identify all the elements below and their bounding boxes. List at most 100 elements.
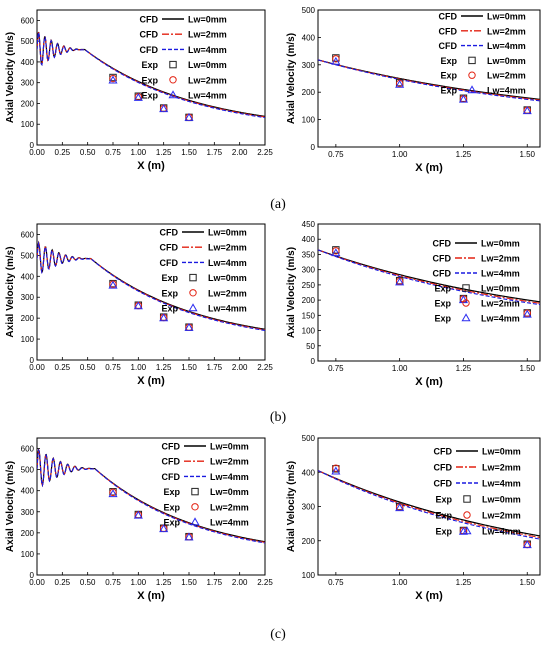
y-tick-label: 400 bbox=[302, 235, 316, 244]
legend-entry: Exp Lw=4mm bbox=[163, 517, 249, 528]
legend-marker bbox=[462, 299, 470, 307]
plot-frame bbox=[36, 223, 266, 361]
x-tick-label: 0.75 bbox=[328, 578, 344, 587]
x-tick-label: 1.00 bbox=[392, 150, 408, 159]
legend-source-label: Exp bbox=[161, 273, 178, 283]
legend-entry: Exp Lw=4mm bbox=[440, 85, 526, 96]
x-axis-label: X (m) bbox=[137, 375, 165, 387]
legend-series-name: Lw=4mm bbox=[210, 472, 249, 482]
legend-series-name: Lw=4mm bbox=[208, 258, 247, 268]
x-tick-label: 1.25 bbox=[456, 578, 472, 587]
series-line-0 bbox=[318, 249, 540, 303]
legend-entry: CFD Lw=4mm bbox=[162, 472, 249, 482]
data-point-triangle bbox=[133, 92, 143, 101]
data-layer bbox=[37, 31, 265, 122]
chart-a-left: 0.00 0.25 0.50 0.75 1.00 1.25 1.50 1.75 2.00 2.25… bbox=[5, 9, 273, 172]
x-tick-label: 1.50 bbox=[181, 578, 197, 587]
y-tick-label: 100 bbox=[302, 327, 316, 336]
series-line-2 bbox=[37, 32, 265, 119]
legend-entry: Exp Lw=0mm bbox=[434, 284, 519, 294]
x-tick-label: 1.00 bbox=[392, 578, 408, 587]
plot-frame bbox=[317, 223, 541, 362]
legend-source-label: CFD bbox=[433, 269, 452, 279]
y-tick-label: 0 bbox=[311, 143, 316, 152]
legend-source-label: CFD bbox=[439, 26, 458, 36]
y-tick-label: 200 bbox=[302, 88, 316, 97]
x-tick-label: 1.50 bbox=[181, 363, 197, 372]
x-tick-label: 2.25 bbox=[257, 148, 273, 157]
legend-entry: CFD Lw=4mm bbox=[434, 479, 521, 489]
data-point-triangle bbox=[133, 510, 143, 519]
legend-series-name: Lw=0mm bbox=[188, 60, 227, 70]
legend-series-name: Lw=4mm bbox=[482, 527, 521, 537]
legend-entry: Exp Lw=2mm bbox=[163, 502, 248, 512]
legend-series-name: Lw=4mm bbox=[210, 518, 249, 528]
data-point-triangle bbox=[395, 277, 405, 286]
legend-series-name: Lw=2mm bbox=[208, 288, 247, 298]
y-tick-label: 400 bbox=[21, 272, 35, 281]
x-tick-label: 0.75 bbox=[328, 364, 344, 373]
series-line-2 bbox=[37, 241, 265, 332]
legend-source-label: Exp bbox=[161, 304, 178, 314]
plot-frame bbox=[317, 9, 541, 148]
legend-series-name: Lw=4mm bbox=[481, 269, 520, 279]
data-layer bbox=[318, 464, 540, 549]
series-line-1 bbox=[37, 240, 265, 331]
x-tick-label: 1.25 bbox=[456, 364, 472, 373]
x-tick-label: 2.00 bbox=[232, 578, 248, 587]
y-tick-label: 50 bbox=[306, 342, 315, 351]
legend-source-label: Exp bbox=[141, 60, 158, 70]
x-tick-label: 2.25 bbox=[257, 578, 273, 587]
legend-series-name: Lw=2mm bbox=[188, 30, 227, 40]
legend-series-name: Lw=4mm bbox=[481, 314, 520, 324]
y-tick-label: 400 bbox=[302, 33, 316, 42]
x-tick-label: 1.75 bbox=[207, 148, 223, 157]
data-point-triangle bbox=[159, 524, 169, 533]
legend-source-label: CFD bbox=[434, 463, 453, 473]
data-point-triangle bbox=[108, 489, 118, 498]
legend-source-label: Exp bbox=[163, 518, 180, 528]
data-point-circle bbox=[332, 247, 340, 255]
legend-source-label: CFD bbox=[160, 243, 179, 253]
y-tick-label: 200 bbox=[21, 99, 35, 108]
x-tick-label: 1.25 bbox=[156, 363, 172, 372]
chart-b-left: 0.00 0.25 0.50 0.75 1.00 1.25 1.50 1.75 2.00 2.25… bbox=[5, 223, 273, 387]
legend-entry: Exp Lw=4mm bbox=[434, 313, 520, 324]
data-point-triangle bbox=[159, 104, 169, 113]
legend-entry: CFD Lw=0mm bbox=[434, 447, 521, 457]
data-point-triangle bbox=[522, 106, 532, 115]
legend-entry: Exp Lw=4mm bbox=[161, 303, 247, 314]
legend-marker bbox=[461, 313, 471, 322]
x-tick-label: 0.50 bbox=[80, 148, 96, 157]
y-axis-label: Axial Velocity (m/s) bbox=[286, 33, 297, 124]
legend-source-label: Exp bbox=[440, 56, 457, 66]
x-tick-label: 1.25 bbox=[156, 148, 172, 157]
x-tick-label: 0.75 bbox=[105, 578, 121, 587]
legend-series-name: Lw=4mm bbox=[487, 41, 526, 51]
legend-source-label: CFD bbox=[434, 447, 453, 457]
legend-source-label: Exp bbox=[141, 75, 158, 85]
legend-source-label: Exp bbox=[141, 91, 158, 101]
legend-entry: CFD Lw=2mm bbox=[160, 243, 247, 253]
x-axis-label: X (m) bbox=[137, 590, 165, 602]
caption-b: (b) bbox=[269, 410, 287, 425]
legend-source-label: CFD bbox=[140, 30, 159, 40]
legend-source-label: Exp bbox=[163, 487, 180, 497]
chart-c-left: 0.00 0.25 0.50 0.75 1.00 1.25 1.50 1.75 2.00 2.25… bbox=[5, 437, 273, 602]
y-tick-label: 250 bbox=[302, 281, 316, 290]
data-point-triangle bbox=[331, 248, 341, 257]
x-tick-label: 1.00 bbox=[131, 363, 147, 372]
data-point-triangle bbox=[133, 301, 143, 310]
x-tick-label: 2.00 bbox=[232, 363, 248, 372]
legend-series-name: Lw=2mm bbox=[482, 463, 521, 473]
legend-series-name: Lw=2mm bbox=[210, 457, 249, 467]
series-line-0 bbox=[318, 59, 540, 100]
data-point-triangle bbox=[331, 466, 341, 475]
y-tick-label: 200 bbox=[302, 296, 316, 305]
x-tick-label: 0.25 bbox=[55, 148, 71, 157]
x-axis-label: X (m) bbox=[137, 160, 165, 172]
legend-entry: Exp Lw=2mm bbox=[435, 511, 520, 521]
legend-source-label: CFD bbox=[433, 254, 452, 264]
legend-series-name: Lw=0mm bbox=[188, 15, 227, 25]
legend-entry: CFD Lw=0mm bbox=[162, 442, 249, 452]
